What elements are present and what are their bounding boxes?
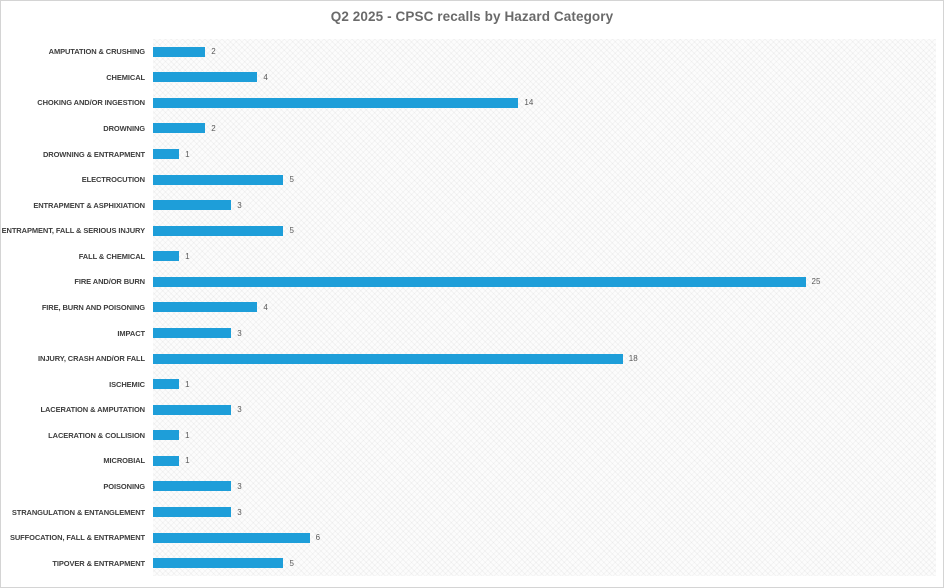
chart-title: Q2 2025 - CPSC recalls by Hazard Categor… <box>330 9 614 24</box>
bar-row: ENTRAPMENT, FALL & SERIOUS INJURY 5 <box>2 218 936 244</box>
bar <box>153 302 258 313</box>
bar <box>153 328 232 339</box>
bar-row: ISCHEMIC 1 <box>109 371 936 397</box>
bar-row: LACERATION & COLLISION 1 <box>48 423 936 449</box>
value-label: 3 <box>237 328 242 338</box>
value-label: 5 <box>289 558 294 568</box>
bar-row: CHEMICAL 4 <box>106 65 936 91</box>
bar-row: CHOKING AND/OR INGESTION 14 <box>37 90 936 116</box>
bar-row: FIRE, BURN AND POISONING 4 <box>42 295 936 321</box>
value-label: 3 <box>237 481 242 491</box>
bar <box>153 404 232 415</box>
bar-row: MICROBIAL 1 <box>103 448 936 474</box>
value-label: 18 <box>628 354 638 364</box>
value-label: 1 <box>185 149 190 159</box>
bar-row: ELECTROCUTION 5 <box>82 167 936 193</box>
category-label: MICROBIAL <box>103 456 145 466</box>
category-label: POISONING <box>103 481 145 491</box>
bar-row: TIPOVER & ENTRAPMENT 5 <box>52 550 936 576</box>
bar <box>153 123 206 134</box>
value-label: 14 <box>524 98 534 108</box>
bar-row: DROWNING 2 <box>103 116 936 142</box>
category-label: AMPUTATION & CRUSHING <box>48 47 145 57</box>
bar <box>153 97 519 108</box>
category-label: DROWNING & ENTRAPMENT <box>42 149 145 159</box>
bar <box>153 251 180 262</box>
bar-row: LACERATION & AMPUTATION 3 <box>41 397 936 423</box>
category-label: INJURY, CRASH AND/OR FALL <box>38 354 145 364</box>
value-label: 1 <box>185 251 190 261</box>
value-label: 6 <box>315 533 321 543</box>
bar-row: FIRE AND/OR BURN 25 <box>74 269 936 295</box>
category-label: ISCHEMIC <box>109 379 145 389</box>
value-label: 1 <box>185 430 190 440</box>
bar <box>153 532 310 543</box>
category-label: ENTRAPMENT & ASPHIXIATION <box>33 200 145 210</box>
value-label: 1 <box>185 456 190 466</box>
bar-row: POISONING 3 <box>103 474 936 500</box>
bar <box>153 558 284 569</box>
value-label: 2 <box>211 123 216 133</box>
bar-row: DROWNING & ENTRAPMENT 1 <box>43 141 936 167</box>
bar <box>153 481 232 492</box>
category-label: ELECTROCUTION <box>81 175 145 185</box>
bar-row: STRANGULATION & ENTANGLEMENT 3 <box>12 499 936 525</box>
value-label: 3 <box>237 405 242 415</box>
category-label: ENTRAPMENT, FALL & SERIOUS INJURY <box>1 226 145 236</box>
bar <box>153 72 258 83</box>
category-label: SUFFOCATION, FALL & ENTRAPMENT <box>9 533 145 543</box>
bar <box>153 225 284 236</box>
bar <box>153 46 206 57</box>
value-label: 4 <box>263 72 268 82</box>
bar <box>153 507 232 518</box>
bar-row: ENTRAPMENT & ASPHIXIATION 3 <box>33 192 936 218</box>
category-label: DROWNING <box>103 123 145 133</box>
value-label: 5 <box>289 226 294 236</box>
value-label: 3 <box>237 200 242 210</box>
category-label: CHOKING AND/OR INGESTION <box>37 98 145 108</box>
bar-row: SUFFOCATION, FALL & ENTRAPMENT 6 <box>10 525 936 551</box>
category-label: IMPACT <box>117 328 145 338</box>
bar-row: IMPACT 3 <box>117 320 936 346</box>
bar-row: INJURY, CRASH AND/OR FALL 18 <box>38 346 936 372</box>
category-label: LACERATION & AMPUTATION <box>40 405 146 415</box>
value-label: 4 <box>263 302 268 312</box>
bar-row: AMPUTATION & CRUSHING 2 <box>49 39 936 65</box>
category-label: FALL & CHEMICAL <box>78 251 145 261</box>
value-label: 25 <box>811 277 821 287</box>
bar <box>153 149 180 160</box>
value-label: 5 <box>289 175 294 185</box>
category-label: CHEMICAL <box>106 72 145 82</box>
value-label: 2 <box>211 47 216 57</box>
bar <box>153 276 806 287</box>
bar <box>153 430 180 441</box>
plot-area: AMPUTATION & CRUSHING 2 CHEMICAL 4 CHOKING A… <box>2 39 936 576</box>
category-label: TIPOVER & ENTRAPMENT <box>52 558 145 568</box>
category-label: FIRE, BURN AND POISONING <box>41 302 145 312</box>
bar-row: FALL & CHEMICAL 1 <box>79 244 936 270</box>
bar <box>153 200 232 211</box>
category-label: STRANGULATION & ENTANGLEMENT <box>11 507 145 517</box>
value-label: 3 <box>237 507 242 517</box>
value-label: 1 <box>185 379 190 389</box>
bar <box>153 379 180 390</box>
category-label: FIRE AND/OR BURN <box>74 277 145 287</box>
bar <box>153 174 284 185</box>
category-label: LACERATION & COLLISION <box>48 430 145 440</box>
bar <box>153 455 180 466</box>
bar <box>153 353 623 364</box>
